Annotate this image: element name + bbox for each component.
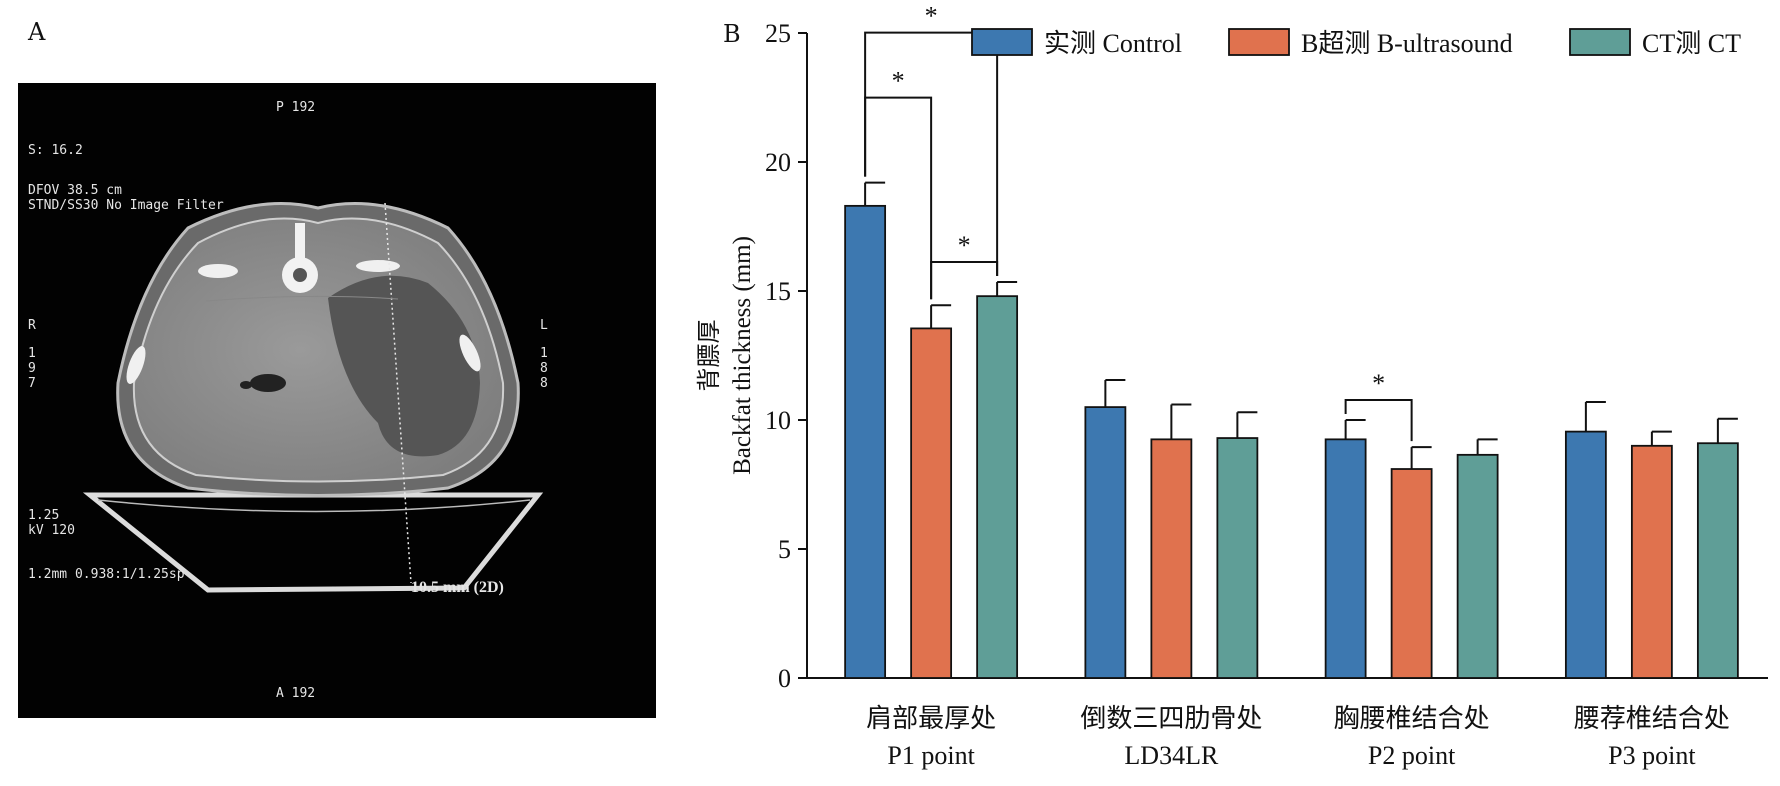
y-tick-label: 10 (765, 406, 791, 435)
ct-thickness: 1.25 (28, 508, 60, 523)
ct-left-digit: 7 (28, 376, 36, 391)
x-category-label-zh: 肩部最厚处 (866, 704, 996, 734)
significance-bracket (930, 260, 999, 300)
y-axis-label-zh: 背膘厚 (695, 320, 723, 392)
x-category-label-zh: 倒数三四肋骨处 (1080, 704, 1262, 734)
ct-scan-drawing (82, 202, 544, 593)
bar (1216, 437, 1259, 679)
bar (1390, 468, 1433, 679)
ct-right-digit: 8 (540, 376, 548, 391)
ct-right-digit: 1 (540, 346, 548, 361)
x-category-label-en: P1 point (887, 741, 975, 770)
y-axis-label-en: Backfat thickness (mm) (729, 236, 756, 475)
x-category-label-en: LD34LR (1124, 741, 1219, 770)
significance-star: * (925, 2, 938, 31)
x-category-label-en: P2 point (1368, 741, 1456, 770)
panel-a-label: A (28, 18, 46, 46)
ct-table (82, 492, 544, 593)
y-tick-label: 0 (778, 664, 791, 693)
legend-label: CT测 CT (1642, 29, 1741, 58)
bar (1696, 442, 1739, 679)
bar (976, 295, 1019, 679)
bar (844, 204, 887, 679)
ct-scan-image: P 192 S: 16.2 DFOV 38.5 cm STND/SS30 No … (18, 83, 656, 718)
legend-label: B超测 B-ultrasound (1301, 29, 1513, 58)
bar (910, 327, 953, 679)
panel-b-label: B (723, 20, 741, 48)
ct-s-value: S: 16.2 (28, 143, 83, 158)
legend-swatch (1569, 28, 1631, 56)
ct-kv: kV 120 (28, 523, 75, 538)
ct-right-letter: L (540, 318, 548, 333)
x-category-label-en: P3 point (1608, 741, 1696, 770)
significance-bracket (864, 96, 933, 300)
significance-star: * (892, 67, 905, 96)
y-tick-label: 15 (765, 277, 791, 306)
significance-bracket (1344, 399, 1413, 442)
bar (1564, 430, 1607, 679)
bar (1150, 438, 1193, 679)
ct-measurement-label: 10.5 mm (2D) (411, 579, 504, 596)
ct-right-digit: 8 (540, 361, 548, 376)
bar (1084, 406, 1127, 679)
significance-star: * (958, 231, 971, 260)
y-tick-label: 25 (765, 19, 791, 48)
ct-filter: STND/SS30 No Image Filter (28, 198, 224, 213)
ct-left-digit: 1 (28, 346, 36, 361)
bar (1456, 453, 1499, 679)
ct-top-label: P 192 (276, 100, 316, 115)
significance-star: * (1372, 369, 1385, 398)
ct-dfov: DFOV 38.5 cm (28, 183, 122, 198)
x-category-label-zh: 腰荐椎结合处 (1574, 704, 1730, 734)
y-tick-label: 5 (778, 535, 791, 564)
bar (1324, 438, 1367, 679)
legend-swatch (1228, 28, 1290, 56)
legend-swatch (971, 28, 1033, 56)
ct-bottom-label: A 192 (276, 686, 316, 701)
ct-left-digit: 9 (28, 361, 36, 376)
ct-left-letter: R (28, 318, 36, 333)
ct-dark-region (328, 275, 480, 457)
bar (1630, 444, 1673, 679)
ct-measurement-line (384, 202, 412, 584)
y-tick-label: 20 (765, 148, 791, 177)
legend-label: 实测 Control (1044, 29, 1182, 58)
ct-params: 1.2mm 0.938:1/1.25sp (28, 567, 185, 582)
x-category-label-zh: 胸腰椎结合处 (1334, 704, 1490, 734)
